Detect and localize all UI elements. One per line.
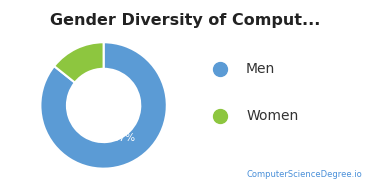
- Text: ComputerScienceDegree.io: ComputerScienceDegree.io: [247, 170, 363, 179]
- Wedge shape: [40, 42, 167, 169]
- Text: Men: Men: [246, 62, 275, 76]
- Text: Gender Diversity of Comput...: Gender Diversity of Comput...: [50, 13, 320, 28]
- Text: 85.7%: 85.7%: [102, 133, 136, 143]
- Wedge shape: [54, 42, 104, 83]
- Text: Women: Women: [246, 109, 298, 123]
